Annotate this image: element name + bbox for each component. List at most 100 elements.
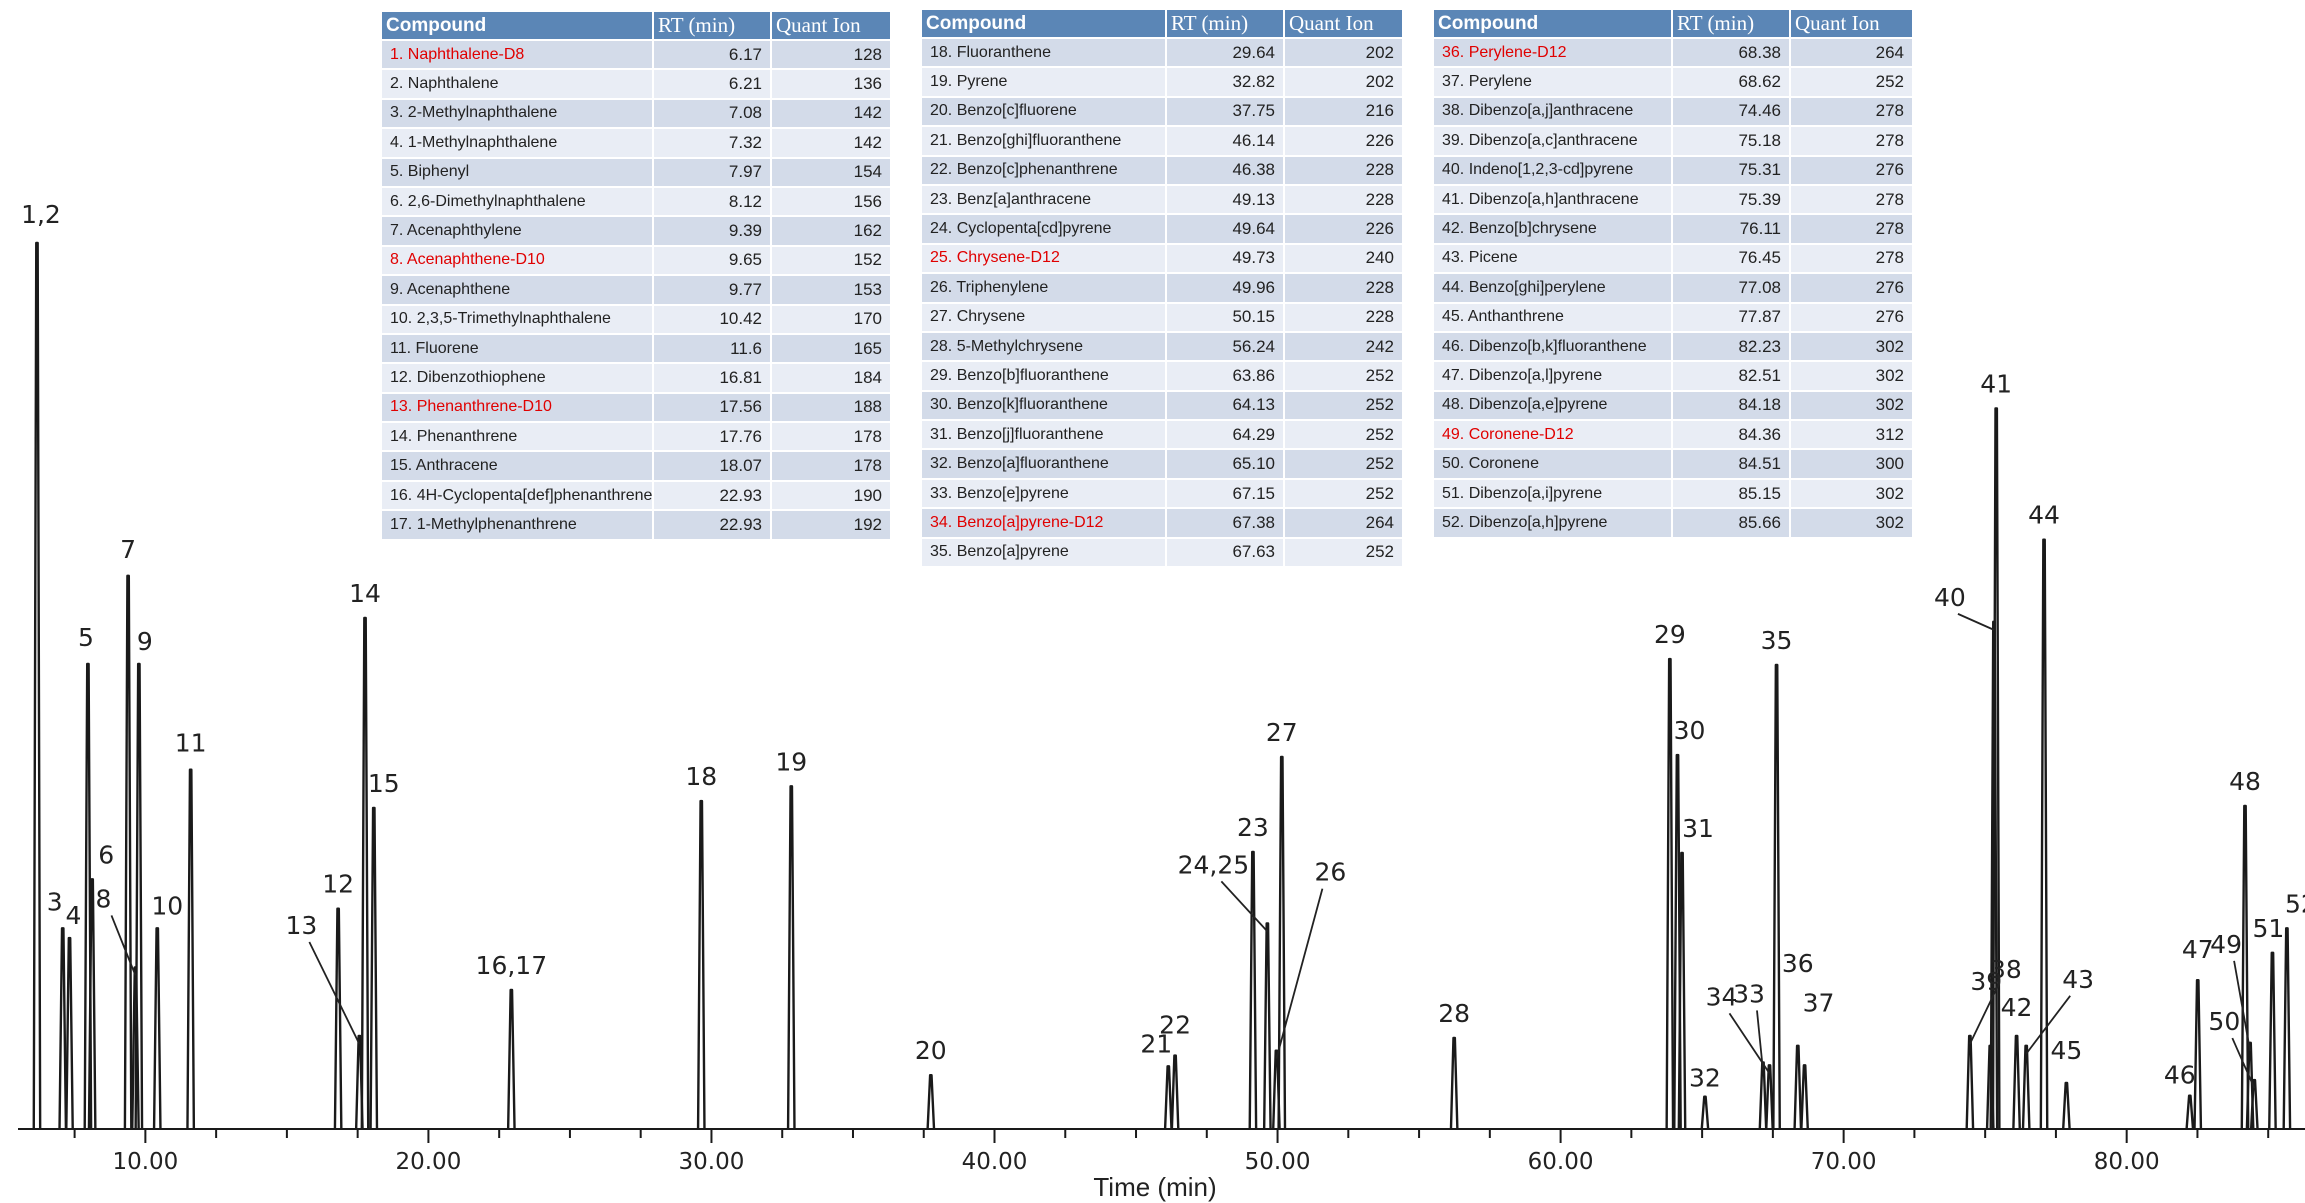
table-row: 23. Benz[a]anthracene 49.13 228	[920, 183, 1404, 216]
peak-23	[1248, 850, 1258, 1130]
rt-cell: 75.18	[1671, 125, 1791, 157]
rt-cell: 75.39	[1671, 183, 1791, 216]
leader-line	[2025, 995, 2071, 1055]
rt-cell: 68.62	[1671, 66, 1791, 98]
compound-name-cell: 31. Benzo[j]fluoranthene	[920, 419, 1167, 451]
table-row: 47. Dibenzo[a,l]pyrene 82.51 302	[1432, 360, 1914, 392]
peak-38	[1965, 1034, 1975, 1130]
leader-line	[1275, 888, 1324, 1059]
table-row: 26. Triphenylene 49.96 228	[920, 272, 1404, 304]
quant-ion-cell: 252	[1283, 419, 1404, 451]
peak-42	[2012, 1034, 2021, 1130]
compound-table-2: Compound RT (min) Quant Ion 18. Fluorant…	[920, 8, 1404, 569]
compound-name-cell: 4. 1-Methylnaphthalene	[380, 127, 654, 159]
header-rt: RT (min)	[1671, 8, 1791, 39]
peak-label: 4	[66, 901, 82, 930]
compound-table-1: Compound RT (min) Quant Ion 1. Naphthale…	[380, 10, 892, 541]
x-tick-label: 40.00	[962, 1149, 1028, 1175]
quant-ion-cell: 152	[770, 244, 892, 277]
rt-cell: 65.10	[1165, 448, 1285, 480]
peak-49	[2245, 1041, 2255, 1130]
compound-name-cell: 52. Dibenzo[a,h]pyrene	[1432, 507, 1673, 539]
peak-label: 22	[1159, 1011, 1191, 1040]
table-row: 5. Biphenyl 7.97 154	[380, 156, 892, 188]
table-row: 21. Benzo[ghi]fluoranthene 46.14 226	[920, 125, 1404, 157]
table-row: 35. Benzo[a]pyrene 67.63 252	[920, 536, 1404, 569]
peak-label: 46	[2164, 1061, 2196, 1090]
peak-label: 33	[1733, 979, 1765, 1008]
table-row: 18. Fluoranthene 29.64 202	[920, 36, 1404, 69]
compound-name-cell: 50. Coronene	[1432, 448, 1673, 480]
quant-ion-cell: 228	[1283, 183, 1404, 216]
table-row: 45. Anthanthrene 77.87 276	[1432, 301, 1914, 333]
rt-cell: 16.81	[652, 362, 772, 394]
table-row: 42. Benzo[b]chrysene 76.11 278	[1432, 213, 1914, 245]
rt-cell: 84.18	[1671, 389, 1791, 422]
table-row: 32. Benzo[a]fluoranthene 65.10 252	[920, 448, 1404, 480]
header-compound: Compound	[380, 10, 654, 41]
peak-label: 8	[96, 884, 112, 913]
rt-cell: 67.63	[1165, 536, 1285, 569]
peak-44	[2039, 538, 2049, 1130]
rt-cell: 64.29	[1165, 419, 1285, 451]
peak-47	[2193, 978, 2203, 1130]
peak-29	[1665, 657, 1675, 1130]
peak-label: 31	[1682, 814, 1714, 843]
peak-label: 39	[1970, 967, 2002, 996]
quant-ion-cell: 302	[1789, 330, 1914, 363]
peak-24-25	[1262, 922, 1272, 1130]
quant-ion-cell: 276	[1789, 154, 1914, 186]
peak-label: 11	[175, 729, 207, 758]
rt-cell: 32.82	[1165, 66, 1285, 98]
peak-5	[83, 662, 93, 1130]
quant-ion-cell: 240	[1283, 242, 1404, 275]
peak-label: 5	[78, 623, 94, 652]
peak-label: 6	[98, 840, 114, 869]
peak-label: 10	[151, 891, 183, 920]
compound-name-cell: 7. Acenaphthylene	[380, 215, 654, 247]
peak-43	[2021, 1044, 2031, 1130]
peak-19	[786, 785, 796, 1130]
quant-ion-cell: 178	[770, 421, 892, 453]
table-row: 9. Acenaphthene 9.77 153	[380, 274, 892, 306]
compound-name-cell: 49. Coronene-D12	[1432, 419, 1673, 451]
table-row: 7. Acenaphthylene 9.39 162	[380, 215, 892, 247]
peak-label: 15	[368, 769, 400, 798]
rt-cell: 63.86	[1165, 360, 1285, 392]
compound-name-cell: 12. Dibenzothiophene	[380, 362, 654, 394]
table-row: 24. Cyclopenta[cd]pyrene 49.64 226	[920, 213, 1404, 245]
table-row: 6. 2,6-Dimethylnaphthalene 8.12 156	[380, 185, 892, 218]
rt-cell: 11.6	[652, 332, 772, 365]
table-row: 1. Naphthalene-D8 6.17 128	[380, 38, 892, 71]
header-compound: Compound	[1432, 8, 1673, 39]
peak-label: 45	[2050, 1036, 2082, 1065]
rt-cell: 82.23	[1671, 330, 1791, 363]
peak-label: 9	[137, 627, 153, 656]
rt-cell: 56.24	[1165, 330, 1285, 363]
quant-ion-cell: 162	[770, 215, 892, 247]
table-row: 40. Indeno[1,2,3-cd]pyrene 75.31 276	[1432, 154, 1914, 186]
peak-label: 34	[1706, 982, 1738, 1011]
compound-name-cell: 22. Benzo[c]phenanthrene	[920, 154, 1167, 186]
rt-cell: 8.12	[652, 185, 772, 218]
table-row: 41. Dibenzo[a,h]anthracene 75.39 278	[1432, 183, 1914, 216]
rt-cell: 6.17	[652, 38, 772, 71]
rt-cell: 68.38	[1671, 36, 1791, 69]
compound-name-cell: 16. 4H-Cyclopenta[def]phenanthrene	[380, 479, 654, 512]
table-row: 49. Coronene-D12 84.36 312	[1432, 419, 1914, 451]
rt-cell: 9.65	[652, 244, 772, 277]
rt-cell: 84.36	[1671, 419, 1791, 451]
peak-label: 48	[2229, 767, 2261, 796]
leader-line	[1969, 985, 1999, 1045]
compound-name-cell: 47. Dibenzo[a,l]pyrene	[1432, 360, 1673, 392]
peak-label: 13	[285, 911, 317, 940]
peak-20	[926, 1073, 936, 1130]
table-row: 30. Benzo[k]fluoranthene 64.13 252	[920, 389, 1404, 422]
peak-27	[1277, 755, 1287, 1130]
quant-ion-cell: 142	[770, 97, 892, 130]
peak-label: 3	[47, 887, 63, 916]
quant-ion-cell: 264	[1283, 507, 1404, 539]
compound-name-cell: 46. Dibenzo[b,k]fluoranthene	[1432, 330, 1673, 363]
rt-cell: 76.11	[1671, 213, 1791, 245]
rt-cell: 7.08	[652, 97, 772, 130]
